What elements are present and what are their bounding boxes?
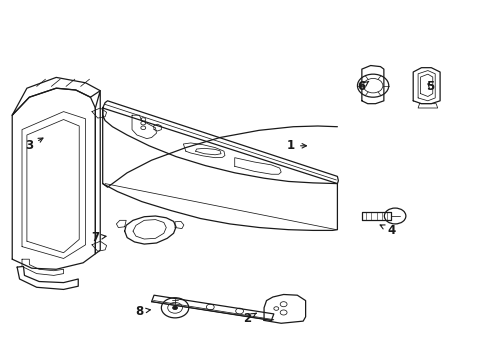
Circle shape: [384, 208, 405, 224]
Text: 2: 2: [243, 312, 256, 325]
Polygon shape: [151, 301, 273, 320]
Text: 4: 4: [379, 224, 394, 237]
Text: 3: 3: [25, 138, 43, 152]
Polygon shape: [264, 294, 305, 323]
Circle shape: [161, 298, 188, 318]
Polygon shape: [22, 259, 63, 275]
Polygon shape: [102, 101, 338, 184]
Circle shape: [172, 306, 177, 310]
Polygon shape: [102, 108, 337, 230]
Text: 1: 1: [286, 139, 306, 152]
Polygon shape: [17, 266, 78, 289]
Text: 7: 7: [91, 231, 106, 244]
Polygon shape: [12, 88, 95, 269]
Text: 8: 8: [135, 305, 150, 318]
Circle shape: [357, 74, 388, 97]
Text: 5: 5: [426, 80, 433, 93]
Polygon shape: [12, 77, 100, 115]
Polygon shape: [361, 212, 390, 220]
Polygon shape: [183, 143, 224, 158]
Polygon shape: [234, 158, 281, 174]
Polygon shape: [417, 104, 437, 108]
Polygon shape: [151, 295, 273, 320]
Text: 6: 6: [357, 80, 368, 93]
Polygon shape: [361, 66, 383, 104]
Polygon shape: [124, 216, 176, 244]
Polygon shape: [412, 68, 439, 104]
Polygon shape: [95, 91, 100, 254]
Polygon shape: [22, 112, 85, 258]
